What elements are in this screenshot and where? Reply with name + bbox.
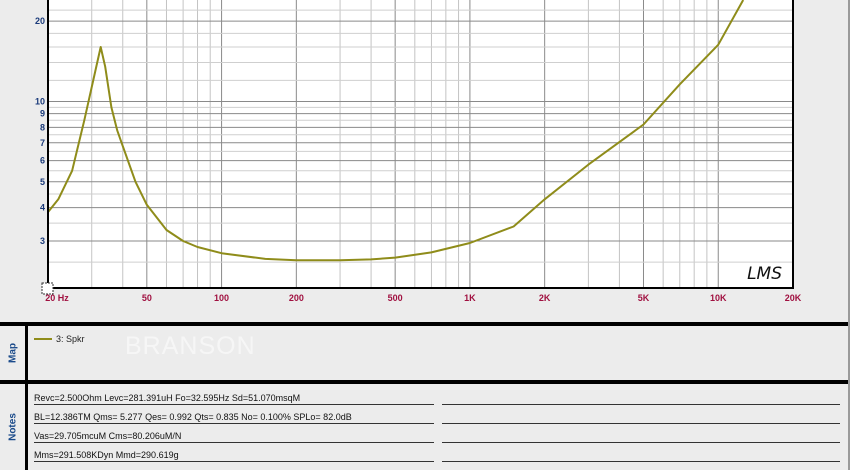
window-edge — [848, 0, 850, 470]
watermark: BRANSON — [125, 332, 256, 360]
lms-logo: LMS — [747, 264, 782, 284]
y-tick-label: 7 — [40, 138, 45, 148]
note-line: BL=12.386TM Qms= 5.277 Qes= 0.992 Qts= 0… — [34, 411, 434, 424]
x-tick-label: 100 — [214, 293, 229, 303]
x-tick-label: 200 — [289, 293, 304, 303]
x-tick-label: 2K — [539, 293, 551, 303]
x-tick-label: 20K — [785, 293, 802, 303]
legend-label: 3: Spkr — [56, 334, 85, 344]
legend-swatch — [34, 338, 52, 340]
y-tick-label: 4 — [40, 203, 45, 213]
x-tick-label: 50 — [142, 293, 152, 303]
y-tick-label: 6 — [40, 156, 45, 166]
note-line-empty — [442, 411, 840, 424]
y-tick-label: 8 — [40, 122, 45, 132]
y-tick-label: 5 — [40, 177, 45, 187]
y-tick-label: 3 — [40, 236, 45, 246]
cursor-icon — [41, 282, 54, 295]
note-line-empty — [442, 430, 840, 443]
note-line-empty — [442, 449, 840, 462]
notes-tab[interactable]: Notes — [0, 384, 28, 470]
note-line: Mms=291.508KDyn Mmd=290.619g — [34, 449, 434, 462]
note-line: Vas=29.705mcuM Cms=80.206uM/N — [34, 430, 434, 443]
map-tab[interactable]: Map — [0, 326, 28, 380]
note-line: Revc=2.500Ohm Levc=281.391uH Fo=32.595Hz… — [34, 392, 434, 405]
series-line — [47, 0, 745, 262]
map-label: Map — [7, 343, 18, 363]
y-tick-label: 20 — [35, 16, 45, 26]
x-tick-label: 500 — [388, 293, 403, 303]
legend-item[interactable]: 3: Spkr — [34, 334, 85, 344]
divider — [0, 322, 850, 326]
impedance-chart: 20 Hz 50 100 200 500 1K 2K 5K 10K 20K 20 10 9 8 7 6 5 4 3 L… — [35, 0, 802, 303]
note-line-empty — [442, 392, 840, 405]
plot-axes — [47, 0, 794, 289]
x-tick-label: 10K — [710, 293, 727, 303]
divider — [0, 380, 850, 384]
y-tick-label: 10 — [35, 96, 45, 106]
plot-area — [48, 0, 793, 288]
notes-label: Notes — [7, 413, 18, 441]
x-tick-label: 1K — [464, 293, 476, 303]
x-tick-label: 5K — [638, 293, 650, 303]
x-tick-label: 20 Hz — [45, 293, 69, 303]
y-tick-label: 9 — [40, 109, 45, 119]
